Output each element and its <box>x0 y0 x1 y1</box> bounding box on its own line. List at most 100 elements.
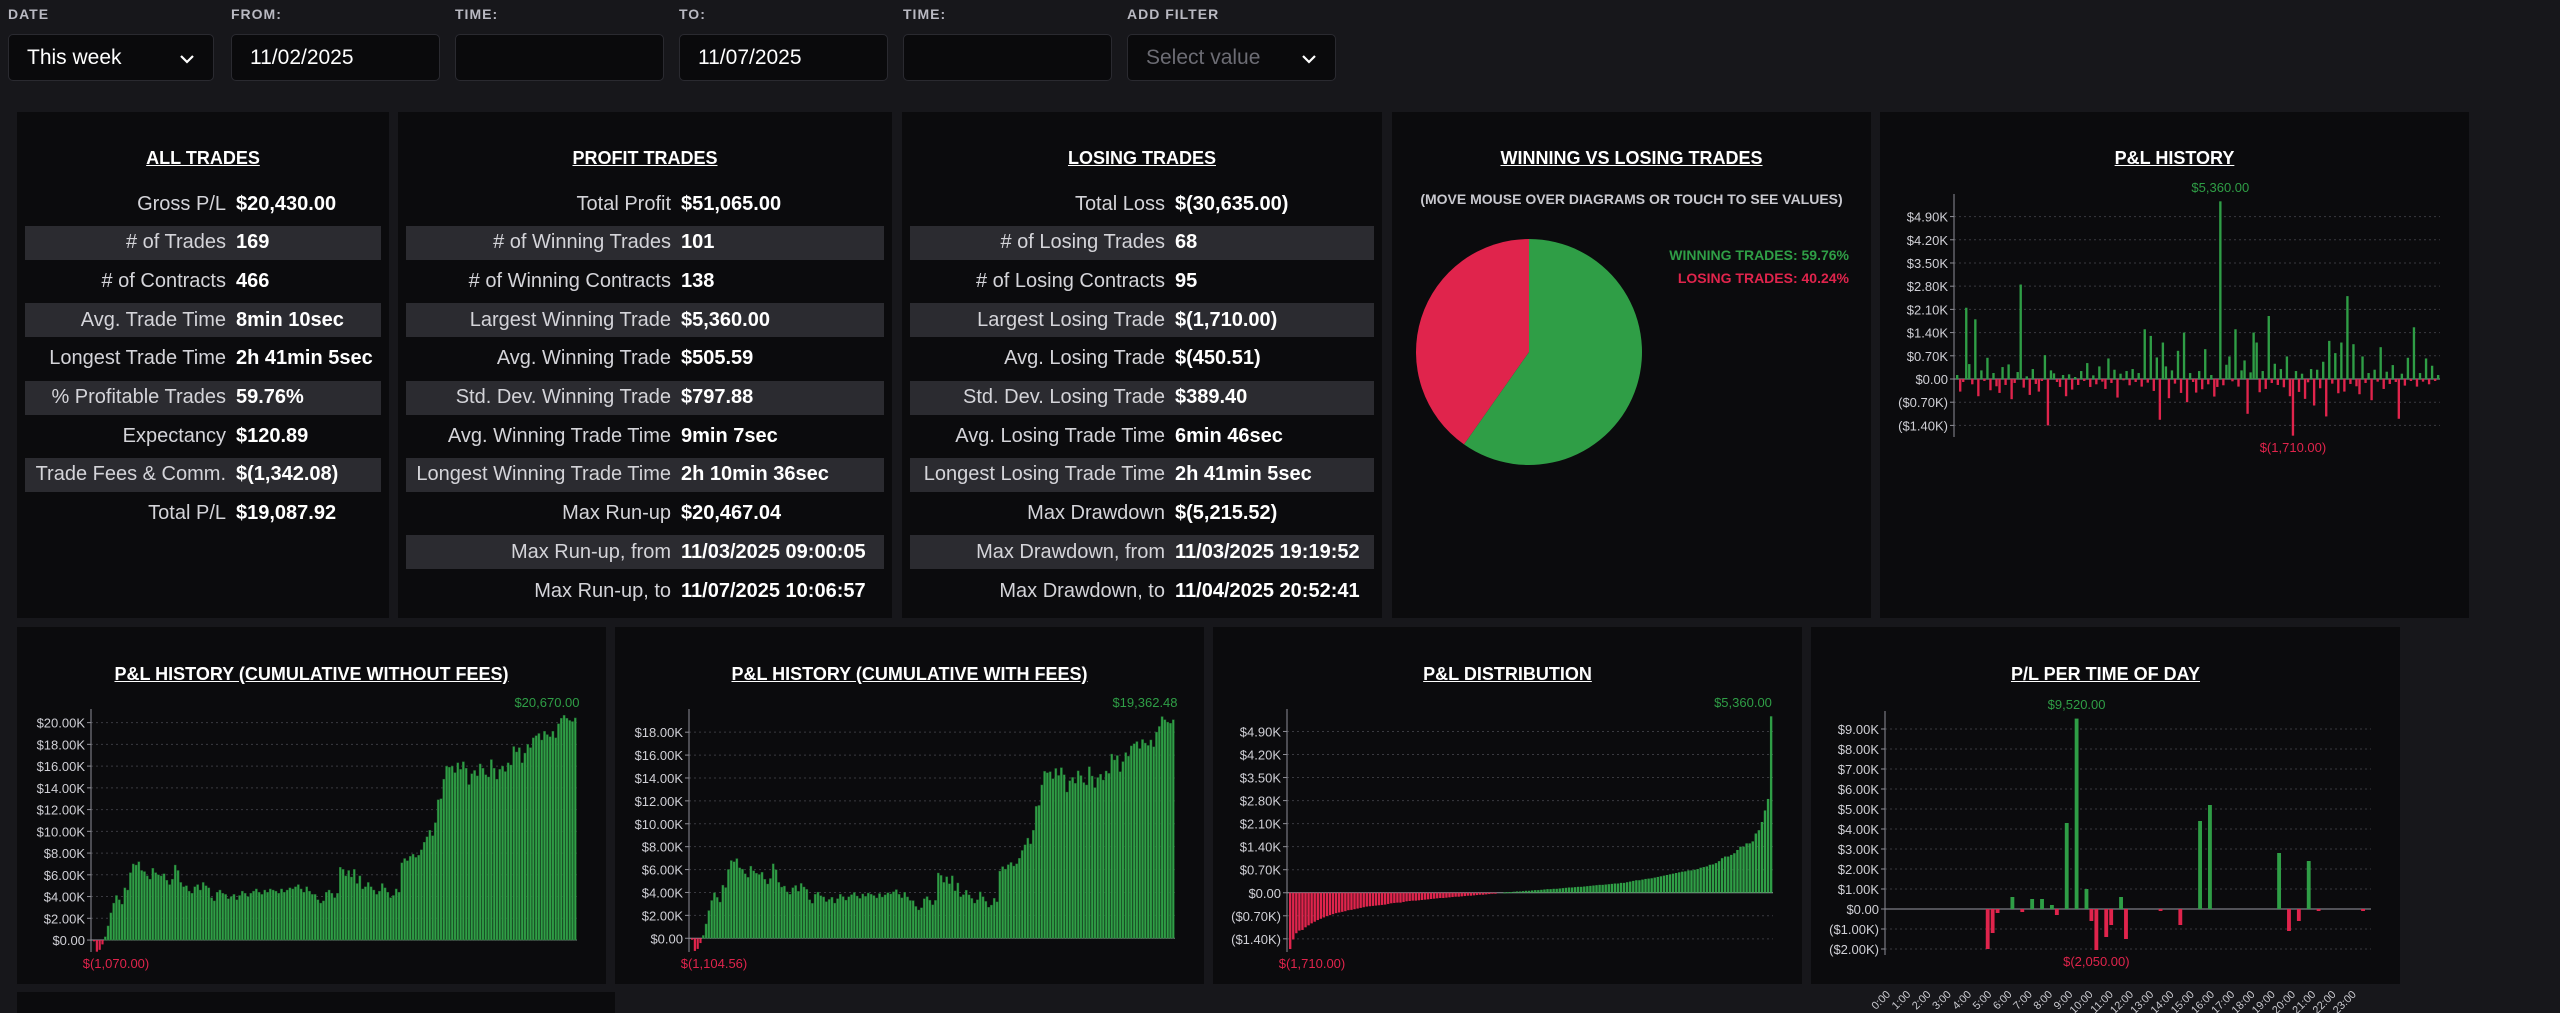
bar <box>2216 378 2219 387</box>
bar <box>1635 880 1638 893</box>
to-date-input[interactable]: 11/07/2025 <box>679 34 888 81</box>
bar <box>417 855 420 941</box>
bar <box>992 898 996 939</box>
bar <box>755 873 758 939</box>
bar <box>325 892 328 941</box>
y-tick-label: ($1.00K) <box>1829 922 1879 937</box>
bar <box>2028 378 2031 395</box>
bar <box>1968 364 1971 379</box>
bar <box>574 717 577 941</box>
bar <box>872 895 876 939</box>
bar <box>411 853 415 941</box>
bar <box>1289 892 1292 950</box>
bar <box>1503 892 1506 894</box>
bar <box>1598 884 1601 893</box>
cumulative-no-fees-chart[interactable]: $20.00K $18.00K $16.00K $14.00K $12.00K $10.0… <box>17 627 606 984</box>
bar <box>2083 378 2086 381</box>
bar <box>179 882 183 941</box>
bar <box>889 893 893 939</box>
y-tick-label: $16.00K <box>635 748 684 763</box>
bar <box>1723 856 1727 893</box>
bar <box>2270 378 2273 383</box>
bar <box>2110 378 2113 383</box>
stat-row: Max Drawdown, to 11/04/2025 20:52:41 <box>910 574 1374 608</box>
y-tick-label: $3.00K <box>1838 842 1880 857</box>
stat-label: Gross P/L <box>137 192 226 215</box>
bar <box>2137 373 2140 379</box>
bar <box>811 903 814 939</box>
bar <box>2119 897 2123 909</box>
stat-label: Std. Dev. Losing Trade <box>963 386 1165 408</box>
bar <box>2222 378 2225 386</box>
bar <box>227 898 230 941</box>
bar <box>361 888 364 941</box>
stat-label: Max Drawdown <box>1027 502 1165 525</box>
stat-value: $20,467.04 <box>681 502 782 525</box>
bar <box>2064 378 2068 397</box>
bar <box>159 875 163 941</box>
bar <box>802 886 806 939</box>
bar <box>2074 718 2079 909</box>
pl-time-of-day-chart[interactable]: $9.00K $8.00K $7.00K $6.00K $5.00K $4.00K $3.0… <box>1811 627 2400 1013</box>
bar <box>1104 770 1108 939</box>
bar <box>2001 367 2004 379</box>
bar <box>1733 853 1736 893</box>
stat-value: $20,430.00 <box>236 192 337 215</box>
bar <box>2385 371 2388 379</box>
date-range-select[interactable]: This week <box>8 34 214 81</box>
bar <box>2394 378 2397 382</box>
bar <box>976 899 979 939</box>
bar <box>1540 889 1543 893</box>
bar <box>338 867 342 941</box>
bar <box>269 888 272 941</box>
bar <box>2040 899 2044 909</box>
stat-row: Largest Winning Trade $5,360.00 <box>406 303 884 338</box>
bar <box>1113 759 1116 939</box>
bar <box>467 784 471 941</box>
pl-history-chart[interactable]: $4.90K $4.20K $3.50K $2.80K $2.10K $1.40K $0.7… <box>1880 112 2469 618</box>
bar <box>115 895 118 941</box>
bar <box>1032 830 1035 939</box>
bar <box>1420 892 1424 900</box>
bar <box>210 897 213 941</box>
bar <box>1653 877 1656 893</box>
bar <box>518 747 521 941</box>
bar-series <box>1289 716 1773 950</box>
bar <box>283 892 286 941</box>
stat-value: 6min 46sec <box>1175 424 1283 447</box>
bar <box>777 882 781 939</box>
bar <box>2370 378 2373 401</box>
stat-value: 466 <box>236 269 270 292</box>
pl-distribution-chart[interactable]: $4.90K $4.20K $3.50K $2.80K $2.10K $1.40K $0.7… <box>1213 627 1802 984</box>
pie-slice-winning <box>1463 239 1642 465</box>
bar <box>774 869 778 939</box>
bar <box>1405 892 1408 902</box>
add-filter-select[interactable]: Select value <box>1127 34 1336 81</box>
y-tick-label: $18.00K <box>635 725 684 740</box>
bar <box>1965 307 1968 379</box>
pl-history-panel: P&L HISTORY $4.90K $4.20K $3.50K $2.80K $2.1… <box>1880 112 2469 618</box>
bar <box>2107 358 2110 379</box>
bar <box>2319 378 2322 389</box>
bar <box>291 888 295 941</box>
cumulative-with-fees-panel: P&L HISTORY (CUMULATIVE WITH FEES) $18.0… <box>615 627 1204 984</box>
y-tick-label: $8.00K <box>44 846 86 861</box>
pie-chart[interactable] <box>1392 112 1871 618</box>
bar <box>693 938 696 951</box>
stat-value: 11/03/2025 09:00:05 <box>681 540 866 563</box>
from-time-input[interactable] <box>455 34 664 81</box>
cumulative-with-fees-chart[interactable]: $18.00K $16.00K $14.00K $12.00K $10.00K $8.00… <box>615 627 1204 984</box>
bar <box>274 890 278 941</box>
bar <box>162 873 166 941</box>
to-time-input[interactable] <box>903 34 1112 81</box>
bar <box>2131 369 2134 379</box>
x-tick-label: 6:00 <box>1991 989 2015 1013</box>
from-date-input[interactable]: 11/02/2025 <box>231 34 440 81</box>
bar <box>137 861 141 941</box>
bar <box>171 878 174 941</box>
bar <box>1074 783 1077 939</box>
stat-value: $51,065.00 <box>681 192 782 215</box>
bar-series <box>1985 718 2365 950</box>
bar <box>867 892 870 939</box>
bar <box>1641 879 1644 893</box>
